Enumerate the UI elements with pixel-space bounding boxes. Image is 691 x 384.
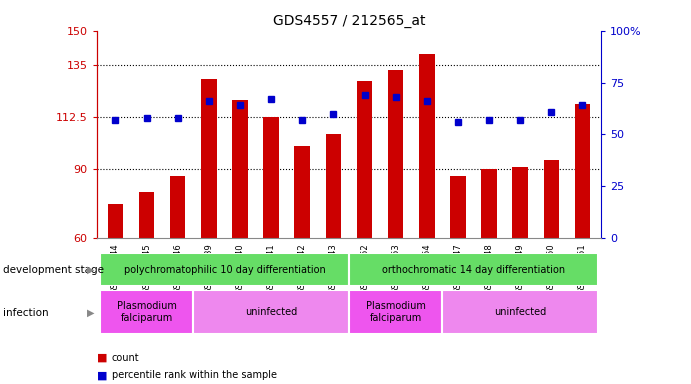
Text: polychromatophilic 10 day differentiation: polychromatophilic 10 day differentiatio…: [124, 265, 325, 275]
Bar: [482, 169, 497, 238]
Text: ■: ■: [97, 353, 107, 363]
Text: infection: infection: [3, 308, 49, 318]
Bar: [450, 176, 466, 238]
Bar: [108, 204, 123, 238]
Bar: [419, 54, 435, 238]
Bar: [357, 81, 372, 238]
Text: percentile rank within the sample: percentile rank within the sample: [112, 370, 277, 380]
Bar: [388, 70, 404, 238]
Bar: [349, 253, 598, 286]
Bar: [442, 290, 598, 334]
Bar: [193, 290, 349, 334]
Bar: [544, 160, 559, 238]
Text: Plasmodium
falciparum: Plasmodium falciparum: [117, 301, 176, 323]
Bar: [139, 192, 154, 238]
Bar: [575, 104, 590, 238]
Text: uninfected: uninfected: [494, 307, 547, 317]
Bar: [100, 253, 349, 286]
Text: Plasmodium
falciparum: Plasmodium falciparum: [366, 301, 426, 323]
Text: ▶: ▶: [87, 308, 95, 318]
Bar: [325, 134, 341, 238]
Title: GDS4557 / 212565_at: GDS4557 / 212565_at: [273, 14, 425, 28]
Text: orthochromatic 14 day differentiation: orthochromatic 14 day differentiation: [382, 265, 565, 275]
Text: uninfected: uninfected: [245, 307, 297, 317]
Text: count: count: [112, 353, 140, 363]
Bar: [349, 290, 442, 334]
Bar: [232, 100, 248, 238]
Bar: [263, 117, 279, 238]
Text: development stage: development stage: [3, 265, 104, 275]
Bar: [513, 167, 528, 238]
Bar: [201, 79, 216, 238]
Bar: [294, 146, 310, 238]
Bar: [100, 290, 193, 334]
Text: ■: ■: [97, 370, 107, 380]
Bar: [170, 176, 185, 238]
Text: ▶: ▶: [87, 265, 95, 275]
